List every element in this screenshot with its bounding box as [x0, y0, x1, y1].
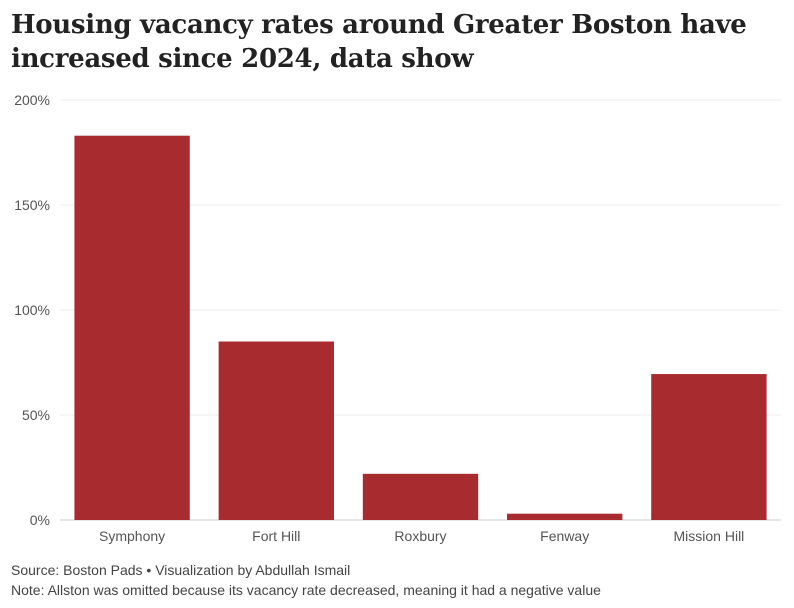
y-tick-label: 100%: [14, 302, 50, 318]
y-axis-ticks: 0% 50% 100% 150% 200%: [14, 92, 50, 528]
x-category-label: Fenway: [540, 528, 589, 544]
x-axis-categories: Symphony Fort Hill Roxbury Fenway Mission Hi…: [99, 528, 744, 544]
x-category-label: Fort Hill: [252, 528, 300, 544]
footnote: Note: Allston was omitted because its va…: [11, 582, 601, 598]
chart-title: Housing vacancy rates around Greater Bos…: [11, 10, 747, 74]
y-tick-label: 0%: [30, 512, 50, 528]
x-category-label: Symphony: [99, 528, 165, 544]
y-tick-label: 150%: [14, 197, 50, 213]
y-tick-label: 200%: [14, 92, 50, 108]
bar-fenway: [507, 513, 623, 520]
x-category-label: Roxbury: [394, 528, 446, 544]
source-note: Source: Boston Pads • Visualization by A…: [11, 562, 351, 578]
bar-fort-hill: [218, 341, 334, 520]
y-tick-label: 50%: [22, 407, 50, 423]
bar-mission-hill: [651, 374, 767, 520]
bar-symphony: [74, 135, 190, 520]
x-category-label: Mission Hill: [674, 528, 745, 544]
bars: [74, 135, 767, 520]
bar-roxbury: [362, 473, 479, 520]
